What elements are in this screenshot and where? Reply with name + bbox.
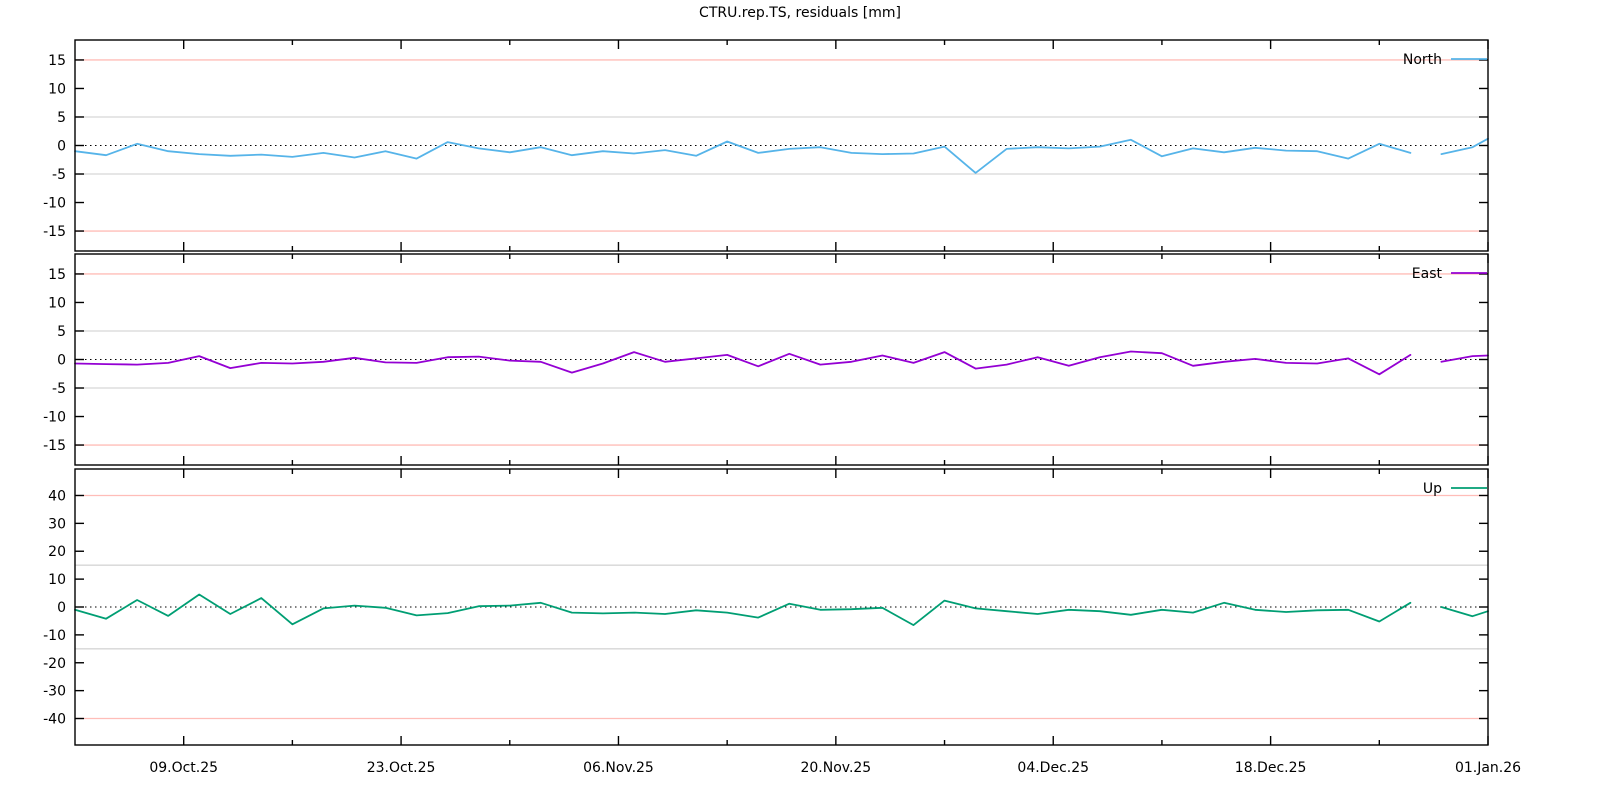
x-tick-label: 04.Dec.25 [1017,760,1089,776]
x-tick-label: 18.Dec.25 [1235,760,1307,776]
grid-lines [75,494,1488,720]
x-axis-labels: 09.Oct.25 23.Oct.25 06.Nov.25 20.Nov.25 04.D… [149,760,1521,776]
y-axis: 40 30 20 10 0 -10 -20 -30 -40 [43,488,1488,728]
y-axis: 15 10 5 0 -5 -10 -15 [43,267,1488,454]
y-tick-label: -5 [52,381,66,397]
grid-lines [75,273,1488,446]
panel-border [74,39,1489,252]
y-tick-label: -10 [43,410,66,426]
panel-north: 15 10 5 0 -5 -10 -15 North [43,39,1489,252]
y-tick-label: 10 [48,81,66,97]
chart-title: CTRU.rep.TS, residuals [mm] [699,5,901,21]
x-tick-label: 20.Nov.25 [800,760,871,776]
y-tick-label: -30 [43,684,66,700]
north-legend: North [1403,52,1487,68]
y-tick-label: 0 [57,600,66,616]
y-tick-label: 20 [48,544,66,560]
y-tick-label: 5 [57,110,66,126]
y-tick-label: -5 [52,167,66,183]
y-tick-label: -10 [43,196,66,212]
x-tick-label: 09.Oct.25 [149,760,218,776]
y-tick-label: 10 [48,295,66,311]
panel-border [74,253,1489,466]
x-tick-label: 23.Oct.25 [367,760,436,776]
y-tick-label: -15 [43,438,66,454]
y-tick-label: 15 [48,267,66,283]
y-tick-label: -10 [43,628,66,644]
north-series-line [74,137,1489,174]
x-tick-label: 01.Jan.26 [1455,760,1521,776]
up-legend: Up [1423,481,1487,497]
y-tick-label: 0 [57,139,66,155]
x-ticks [182,254,1489,465]
panel-up: 40 30 20 10 0 -10 -20 -30 -40 Up [43,468,1489,746]
y-tick-label: -20 [43,656,66,672]
east-series-line [74,350,1489,376]
north-legend-label: North [1403,52,1442,68]
y-tick-label: 5 [57,324,66,340]
y-tick-label: -40 [43,712,66,728]
y-tick-label: 0 [57,353,66,369]
panel-border [74,468,1489,746]
y-tick-label: -15 [43,224,66,240]
y-tick-label: 40 [48,488,66,504]
up-series-line [74,593,1489,626]
y-axis: 15 10 5 0 -5 -10 -15 [43,53,1488,240]
y-tick-label: 30 [48,516,66,532]
x-tick-label: 06.Nov.25 [583,760,654,776]
y-tick-label: 10 [48,572,66,588]
x-ticks [182,40,1489,251]
grid-lines [75,59,1488,232]
y-tick-label: 15 [48,53,66,69]
up-legend-label: Up [1423,481,1442,497]
east-legend-label: East [1412,266,1443,282]
panel-east: 15 10 5 0 -5 -10 -15 East [43,253,1489,466]
east-legend: East [1412,266,1487,282]
